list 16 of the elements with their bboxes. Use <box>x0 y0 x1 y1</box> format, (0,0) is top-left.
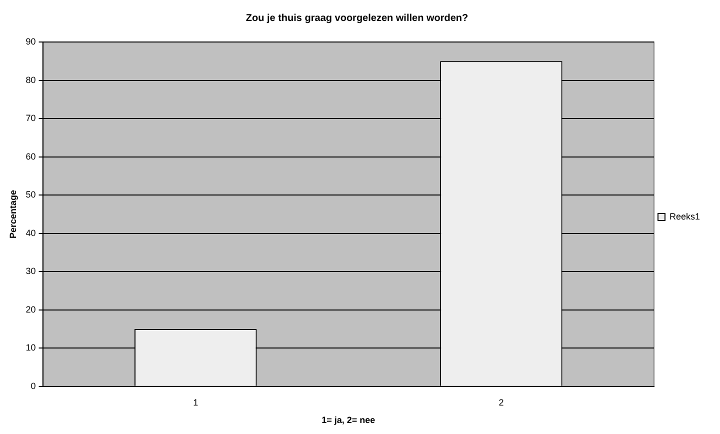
y-tick-label: 40 <box>26 228 36 238</box>
legend-label: Reeks1 <box>669 211 700 222</box>
x-axis-title: 1= ja, 2= nee <box>322 415 376 426</box>
y-tick-label: 90 <box>26 36 36 46</box>
y-tick-label: 0 <box>30 380 36 391</box>
y-tick-label: 50 <box>26 190 36 200</box>
y-tick-label: 60 <box>26 151 36 162</box>
x-tick-label: 1 <box>193 397 198 408</box>
y-tick-label: 70 <box>26 113 36 124</box>
y-tick-label: 30 <box>26 266 36 276</box>
y-tick-label: 20 <box>26 304 36 314</box>
y-axis-title: Percentage <box>8 190 18 238</box>
x-tick-label: 2 <box>498 397 504 408</box>
chart-title: Zou je thuis graag voorgelezen willen worden? <box>246 12 468 24</box>
y-tick-label: 10 <box>26 342 36 353</box>
y-tick-label: 80 <box>26 74 36 85</box>
